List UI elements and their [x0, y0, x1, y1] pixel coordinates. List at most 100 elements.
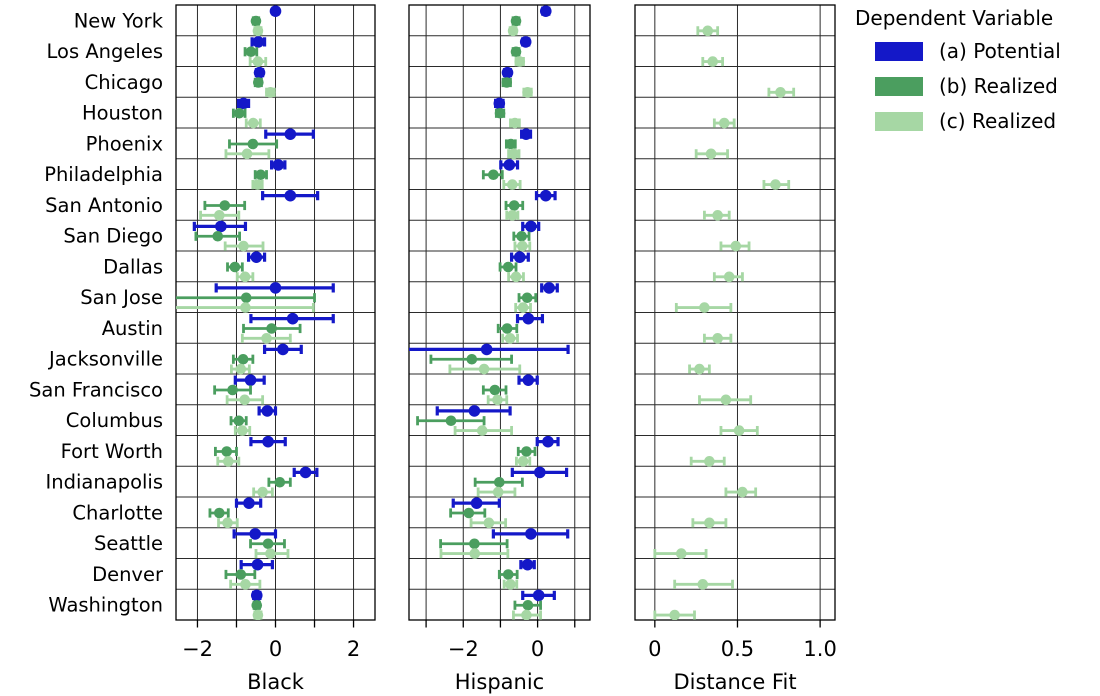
point-marker [775, 87, 786, 98]
point-marker [522, 599, 534, 611]
point-marker [539, 5, 552, 17]
point-marker [543, 282, 555, 294]
panel-spine [408, 4, 591, 621]
point-marker [469, 538, 480, 550]
panel-markers [176, 5, 335, 620]
city-label: Charlotte [72, 501, 163, 524]
point-marker [501, 77, 513, 88]
point-marker [494, 476, 505, 488]
point-marker [221, 446, 233, 457]
point-marker [476, 425, 488, 436]
point-marker [239, 271, 251, 283]
point-marker [507, 25, 519, 37]
point-marker [508, 200, 520, 211]
point-marker [238, 240, 249, 252]
x-tick-label: 0 [531, 637, 544, 661]
x-tick-label: −2 [182, 637, 213, 661]
point-marker [483, 517, 495, 529]
point-marker [222, 456, 234, 467]
point-marker [712, 333, 723, 344]
point-marker [212, 230, 224, 242]
x-tick-label: 0.5 [721, 637, 754, 661]
point-marker [669, 609, 680, 620]
point-marker [694, 363, 705, 375]
point-marker [510, 15, 522, 27]
city-label: Chicago [85, 71, 163, 94]
city-label: San Antonio [45, 194, 163, 217]
city-label: Fort Worth [61, 440, 163, 463]
point-marker [508, 148, 520, 160]
panel-spine [634, 4, 836, 621]
point-marker [704, 456, 715, 467]
point-marker [517, 302, 529, 313]
point-marker [514, 56, 526, 67]
legend-item-label: (b) Realized [939, 74, 1058, 98]
legend-item-label: (a) Potential [939, 39, 1061, 63]
panel-markers [653, 25, 796, 620]
point-marker [284, 189, 297, 202]
point-marker [521, 609, 532, 620]
point-marker [468, 405, 481, 417]
point-marker [532, 589, 545, 602]
point-marker [219, 200, 231, 211]
point-marker [277, 343, 289, 356]
point-marker [229, 261, 241, 273]
point-marker [222, 517, 233, 529]
point-marker [274, 476, 286, 488]
point-marker [480, 343, 493, 356]
point-marker [488, 169, 499, 181]
legend-item-b: (b) Realized [875, 74, 1099, 98]
x-axis-title: Hispanic [455, 670, 544, 694]
panel-black: −2 0 2 Black [175, 4, 376, 694]
point-marker [269, 5, 282, 17]
city-label: Indianapolis [46, 471, 163, 494]
point-marker [513, 251, 526, 263]
point-marker [251, 599, 263, 611]
city-label: New York [74, 9, 164, 32]
legend-swatch [875, 111, 923, 131]
point-marker [522, 312, 535, 325]
point-marker [539, 189, 552, 202]
point-marker [241, 148, 253, 160]
point-marker [503, 159, 516, 171]
point-marker [489, 384, 501, 396]
point-marker [517, 240, 528, 252]
point-marker [240, 292, 252, 304]
point-marker [247, 117, 259, 129]
point-marker [250, 15, 262, 27]
city-label: Washington [48, 594, 163, 617]
point-marker [214, 507, 225, 519]
city-label: Phoenix [86, 132, 163, 155]
panel-spine [175, 4, 376, 621]
point-marker [261, 333, 272, 344]
point-marker [697, 579, 709, 590]
point-marker [510, 46, 522, 58]
point-marker [675, 548, 687, 559]
legend-item-c: (c) Realized [875, 109, 1099, 133]
city-label: Seattle [94, 532, 163, 555]
point-marker [469, 548, 481, 559]
point-marker [253, 77, 264, 88]
point-marker [525, 528, 537, 540]
point-marker [520, 128, 532, 140]
point-marker [272, 159, 285, 171]
point-marker [770, 179, 781, 190]
legend: Dependent Variable (a) Potential (b) Real… [853, 6, 1099, 144]
point-marker [445, 415, 457, 427]
point-marker [501, 66, 514, 79]
point-marker [720, 394, 732, 406]
point-marker [494, 107, 506, 119]
legend-swatch [875, 41, 923, 61]
point-marker [730, 240, 742, 252]
city-label: Philadelphia [44, 163, 163, 186]
legend-swatch [875, 76, 923, 96]
point-marker [233, 107, 245, 119]
point-marker [505, 138, 517, 150]
point-marker [737, 486, 748, 498]
city-label: Houston [82, 102, 163, 125]
point-marker [262, 435, 274, 448]
legend-title: Dependent Variable [855, 6, 1054, 30]
point-marker [504, 333, 516, 344]
point-marker [516, 230, 527, 242]
point-marker [542, 435, 554, 448]
